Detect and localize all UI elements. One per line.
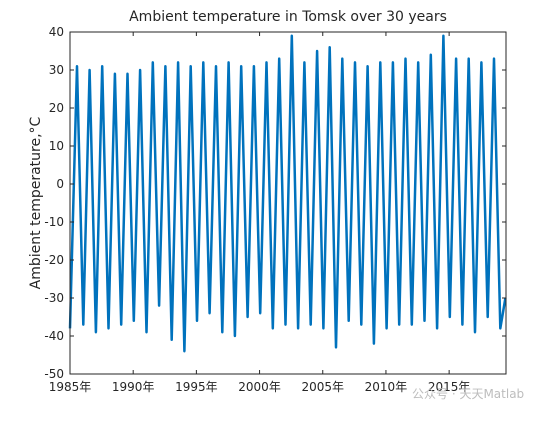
- y-tick-label: 40: [49, 25, 64, 39]
- y-tick-label: -10: [44, 215, 64, 229]
- x-tick-label: 2000年: [238, 380, 281, 394]
- x-tick-label: 1995年: [175, 380, 218, 394]
- watermark: 公众号 · 天天Matlab: [412, 387, 525, 401]
- x-tick-label: 2010年: [365, 380, 408, 394]
- x-tick-label: 2015年: [428, 380, 471, 394]
- temperature-series-line: [68, 34, 507, 353]
- y-tick-label: -40: [44, 329, 64, 343]
- y-tick-label: 30: [49, 63, 64, 77]
- axes-box: [69, 31, 507, 375]
- y-tick-label: -50: [44, 367, 64, 381]
- y-tick-label: -20: [44, 253, 64, 267]
- x-tick-label: 1990年: [112, 380, 155, 394]
- x-tick-label: 1985年: [49, 380, 92, 394]
- x-tick-label: 2005年: [301, 380, 344, 394]
- y-axis-label: Ambient temperature,°C: [28, 116, 44, 290]
- y-tick-label: -30: [44, 291, 64, 305]
- y-tick-label: 0: [56, 177, 64, 191]
- y-tick-label: 10: [49, 139, 64, 153]
- chart-title: Ambient temperature in Tomsk over 30 yea…: [129, 9, 447, 25]
- y-tick-label: 20: [49, 101, 64, 115]
